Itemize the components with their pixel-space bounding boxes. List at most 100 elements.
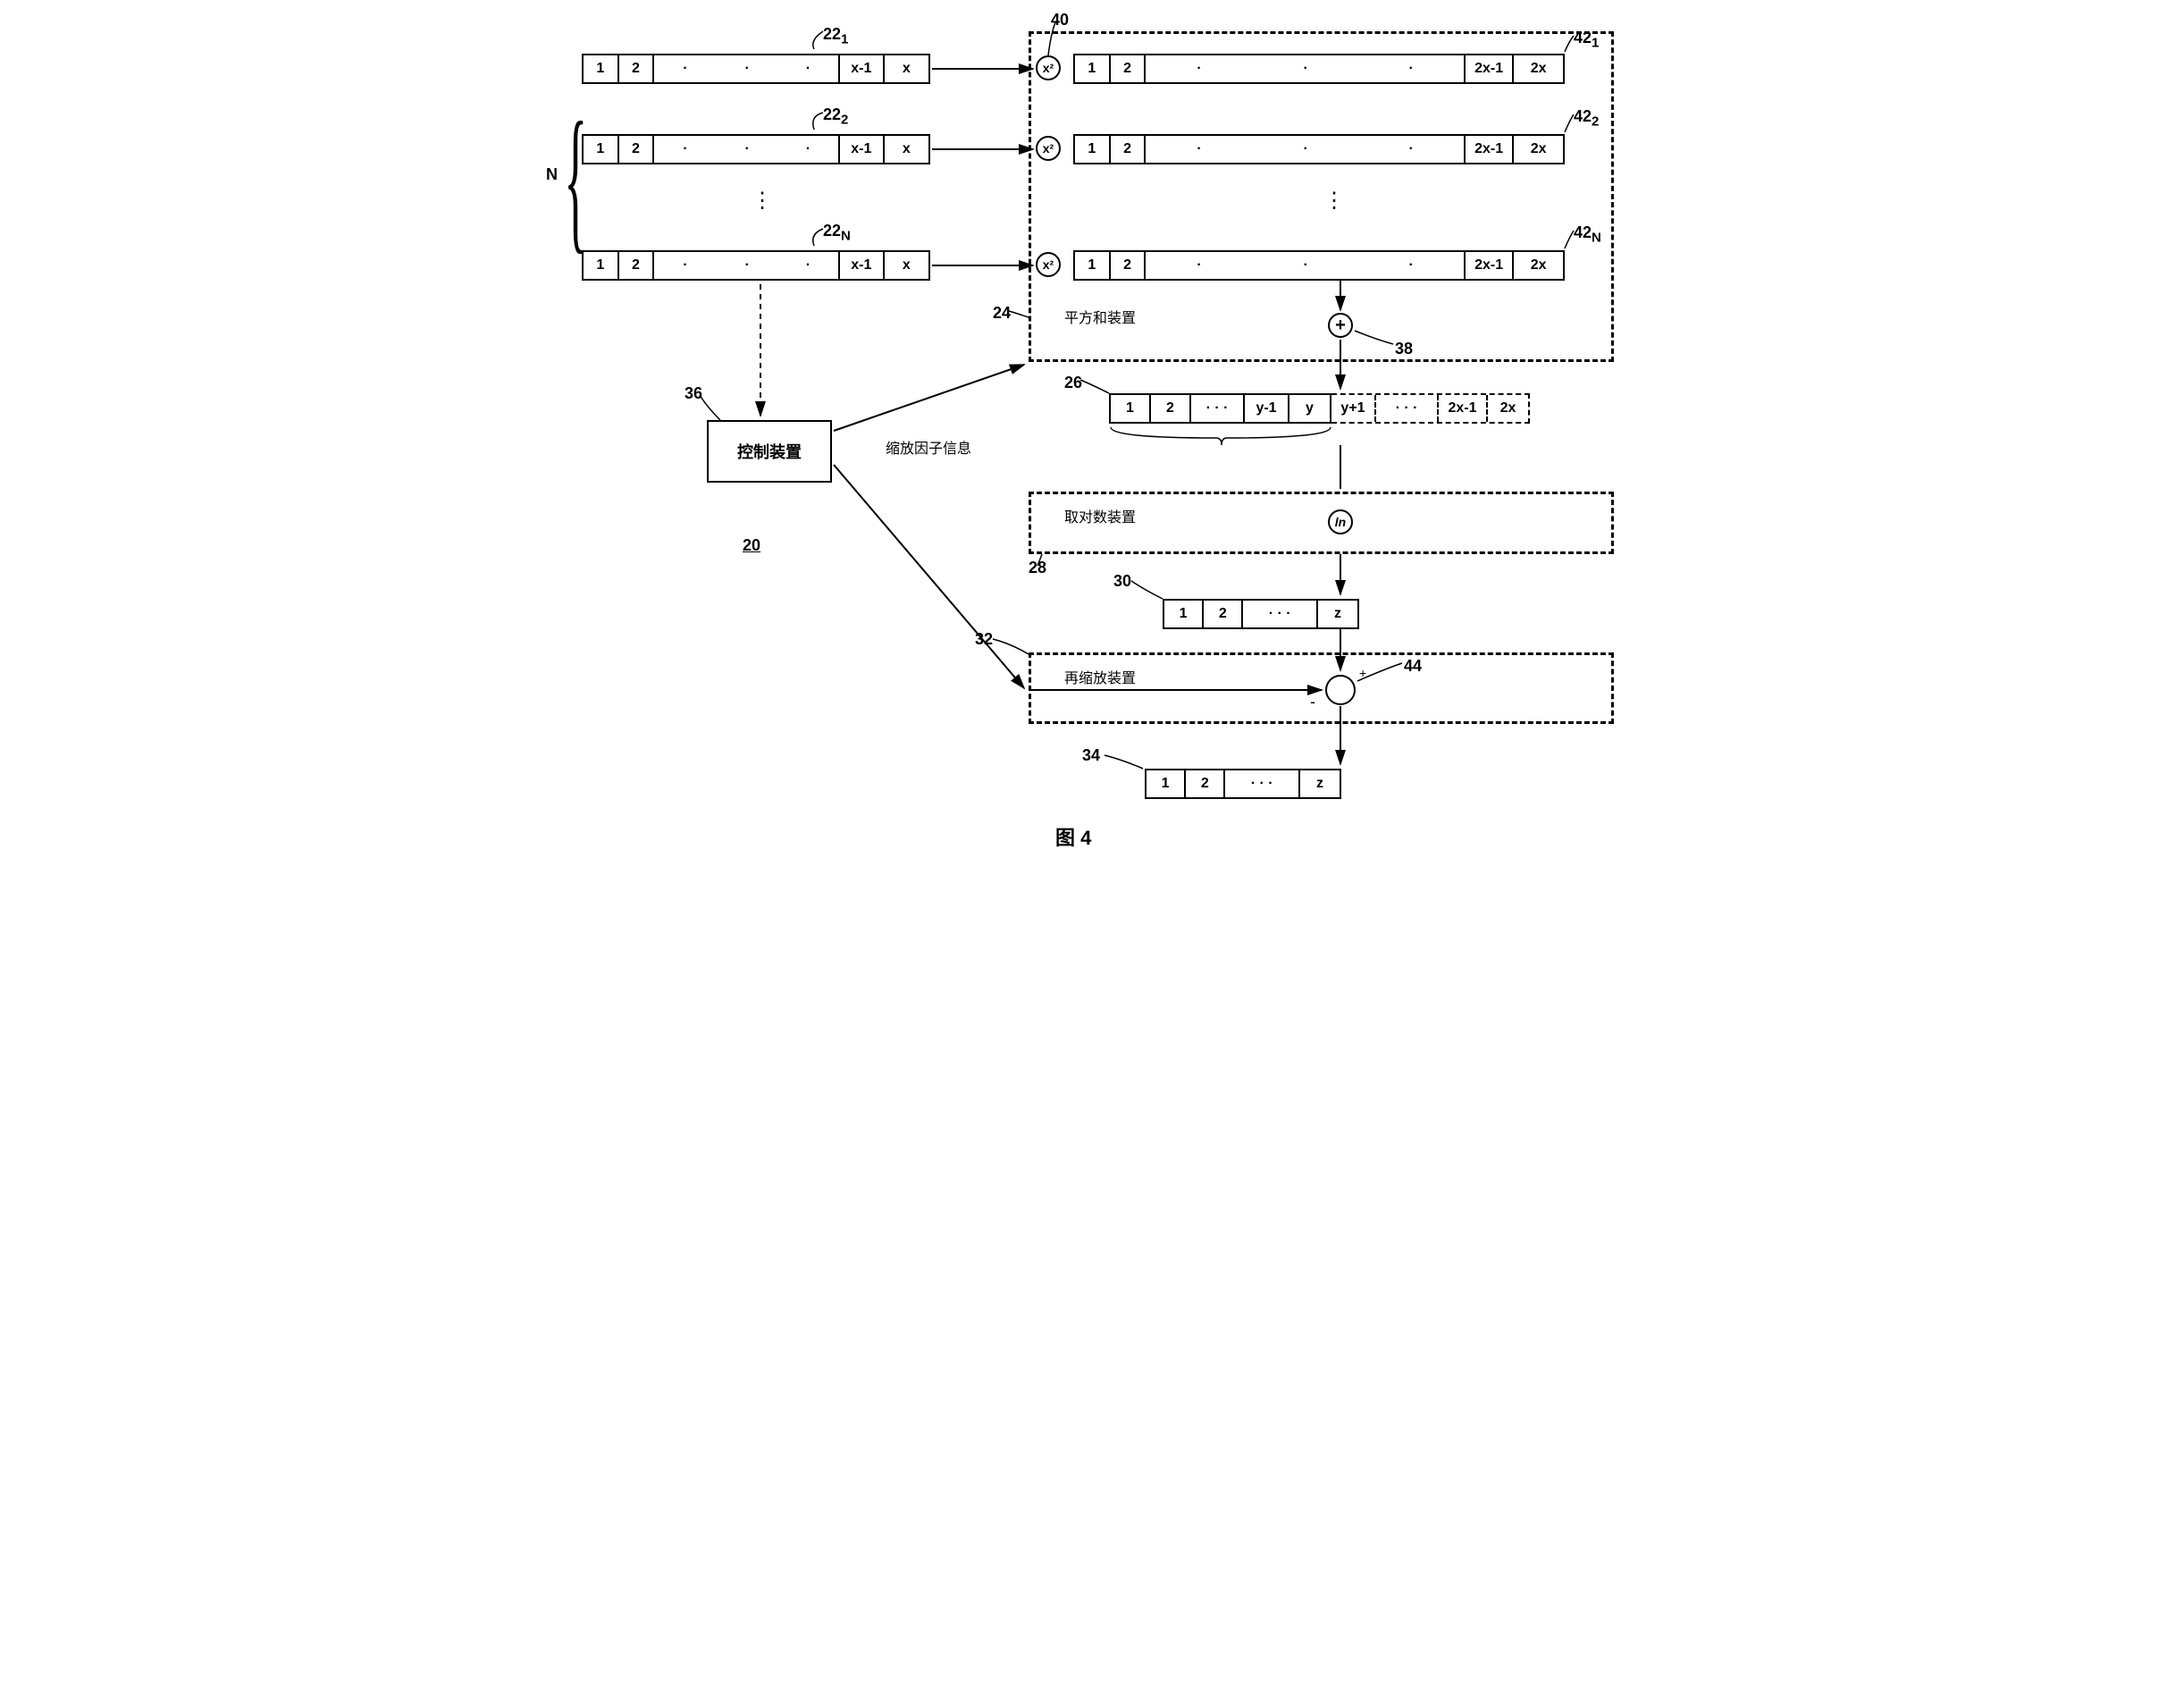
- square-op-2: x²: [1036, 136, 1061, 161]
- cell: ·: [1359, 252, 1466, 279]
- ref-42-1: 421: [1574, 29, 1599, 51]
- cell: 2x: [1514, 136, 1563, 163]
- cell: z: [1300, 770, 1340, 797]
- cell: ·: [654, 136, 716, 163]
- ref-42-2: 422: [1574, 107, 1599, 130]
- cell: · · ·: [1225, 770, 1299, 797]
- cell: y: [1289, 395, 1330, 422]
- ref-38: 38: [1395, 340, 1413, 358]
- n-brace: {: [564, 98, 587, 259]
- cell: ·: [1146, 55, 1252, 82]
- cell: 2: [619, 252, 655, 279]
- minus-sign: -: [1310, 693, 1315, 711]
- cell: ·: [654, 252, 716, 279]
- cell: z: [1318, 601, 1357, 627]
- cell: ·: [716, 55, 777, 82]
- input-row-n: 1 2 · · · x-1 x: [582, 250, 930, 281]
- ref-20: 20: [743, 536, 760, 555]
- figure-label: 图 4: [1055, 822, 1091, 851]
- control-block: 控制装置: [707, 420, 832, 483]
- cell: y+1: [1331, 395, 1376, 422]
- cell: 1: [584, 55, 619, 82]
- cell: 2: [1151, 395, 1191, 422]
- cell: 2x: [1514, 55, 1563, 82]
- square-op-1: x²: [1036, 55, 1061, 80]
- cell: ·: [778, 136, 840, 163]
- cell: 1: [1075, 55, 1111, 82]
- cell: ·: [716, 136, 777, 163]
- ref-24: 24: [993, 304, 1011, 323]
- cell: 1: [584, 252, 619, 279]
- cell: 2x: [1514, 252, 1563, 279]
- ref-34: 34: [1082, 746, 1100, 765]
- cell: 2x-1: [1466, 252, 1515, 279]
- vdots: ⋮: [752, 188, 776, 214]
- vdots-right: ⋮: [1323, 188, 1345, 214]
- plus-sign: +: [1359, 666, 1366, 680]
- cell: ·: [1253, 136, 1359, 163]
- row-34: 1 2 · · · z: [1145, 769, 1341, 799]
- ref-28: 28: [1029, 559, 1046, 577]
- ref-22-1: 221: [823, 25, 848, 47]
- cell: 2x: [1488, 395, 1528, 422]
- cell: ·: [1359, 55, 1466, 82]
- cell: x: [885, 252, 928, 279]
- cell: ·: [654, 55, 716, 82]
- cell: 2: [1111, 136, 1147, 163]
- ref-42-n: 42N: [1574, 223, 1601, 246]
- ref-22-2: 222: [823, 105, 848, 128]
- cell: 1: [1147, 770, 1186, 797]
- cell: · · ·: [1376, 395, 1439, 422]
- diagram-canvas: { N 1 2 · · · x-1 x 221 1 2 · · · x-1 x …: [546, 18, 1638, 863]
- cell: 1: [1075, 252, 1111, 279]
- ref-36: 36: [685, 384, 702, 403]
- rescale-label: 再缩放装置: [1064, 666, 1136, 687]
- ln-op: ln: [1328, 509, 1353, 534]
- cell: 2x-1: [1466, 136, 1515, 163]
- cell: · · ·: [1191, 395, 1245, 422]
- cell: x: [885, 55, 928, 82]
- output-row-1: 1 2 · · · 2x-1 2x: [1073, 54, 1565, 84]
- output-row-n: 1 2 · · · 2x-1 2x: [1073, 250, 1565, 281]
- output-row-2: 1 2 · · · 2x-1 2x: [1073, 134, 1565, 164]
- input-row-2: 1 2 · · · x-1 x: [582, 134, 930, 164]
- cell: ·: [1253, 55, 1359, 82]
- cell: x-1: [840, 252, 885, 279]
- input-row-1: 1 2 · · · x-1 x: [582, 54, 930, 84]
- cell: ·: [1253, 252, 1359, 279]
- cell: 2x-1: [1439, 395, 1488, 422]
- cell: 2: [1111, 252, 1147, 279]
- cell: · · ·: [1243, 601, 1317, 627]
- row-30: 1 2 · · · z: [1163, 599, 1359, 629]
- cell: ·: [1359, 136, 1466, 163]
- cell: 2: [1204, 601, 1243, 627]
- cell: ·: [1146, 136, 1252, 163]
- cell: ·: [778, 252, 840, 279]
- ref-44: 44: [1404, 657, 1422, 676]
- plus-op: +: [1328, 313, 1353, 338]
- cell: x-1: [840, 55, 885, 82]
- row-26: 1 2 · · · y-1 y y+1 · · · 2x-1 2x: [1109, 393, 1530, 424]
- cell: 2: [1186, 770, 1225, 797]
- cell: 2: [619, 136, 655, 163]
- cell: 1: [1164, 601, 1204, 627]
- cell: 2: [1111, 55, 1147, 82]
- log-label: 取对数装置: [1064, 505, 1136, 526]
- n-label: N: [546, 165, 558, 184]
- cell: ·: [1146, 252, 1252, 279]
- cell: ·: [778, 55, 840, 82]
- scale-info-label: 缩放因子信息: [886, 436, 971, 458]
- cell: x-1: [840, 136, 885, 163]
- sum-circle: [1325, 675, 1356, 705]
- cell: y-1: [1245, 395, 1289, 422]
- rescale-box: [1029, 652, 1614, 724]
- ref-32: 32: [975, 630, 993, 649]
- square-sum-label: 平方和装置: [1064, 306, 1136, 327]
- cell: 1: [1111, 395, 1151, 422]
- cell: 2: [619, 55, 655, 82]
- cell: 1: [584, 136, 619, 163]
- ref-22-n: 22N: [823, 222, 851, 244]
- ref-26: 26: [1064, 374, 1082, 392]
- cell: ·: [716, 252, 777, 279]
- ref-30: 30: [1113, 572, 1131, 591]
